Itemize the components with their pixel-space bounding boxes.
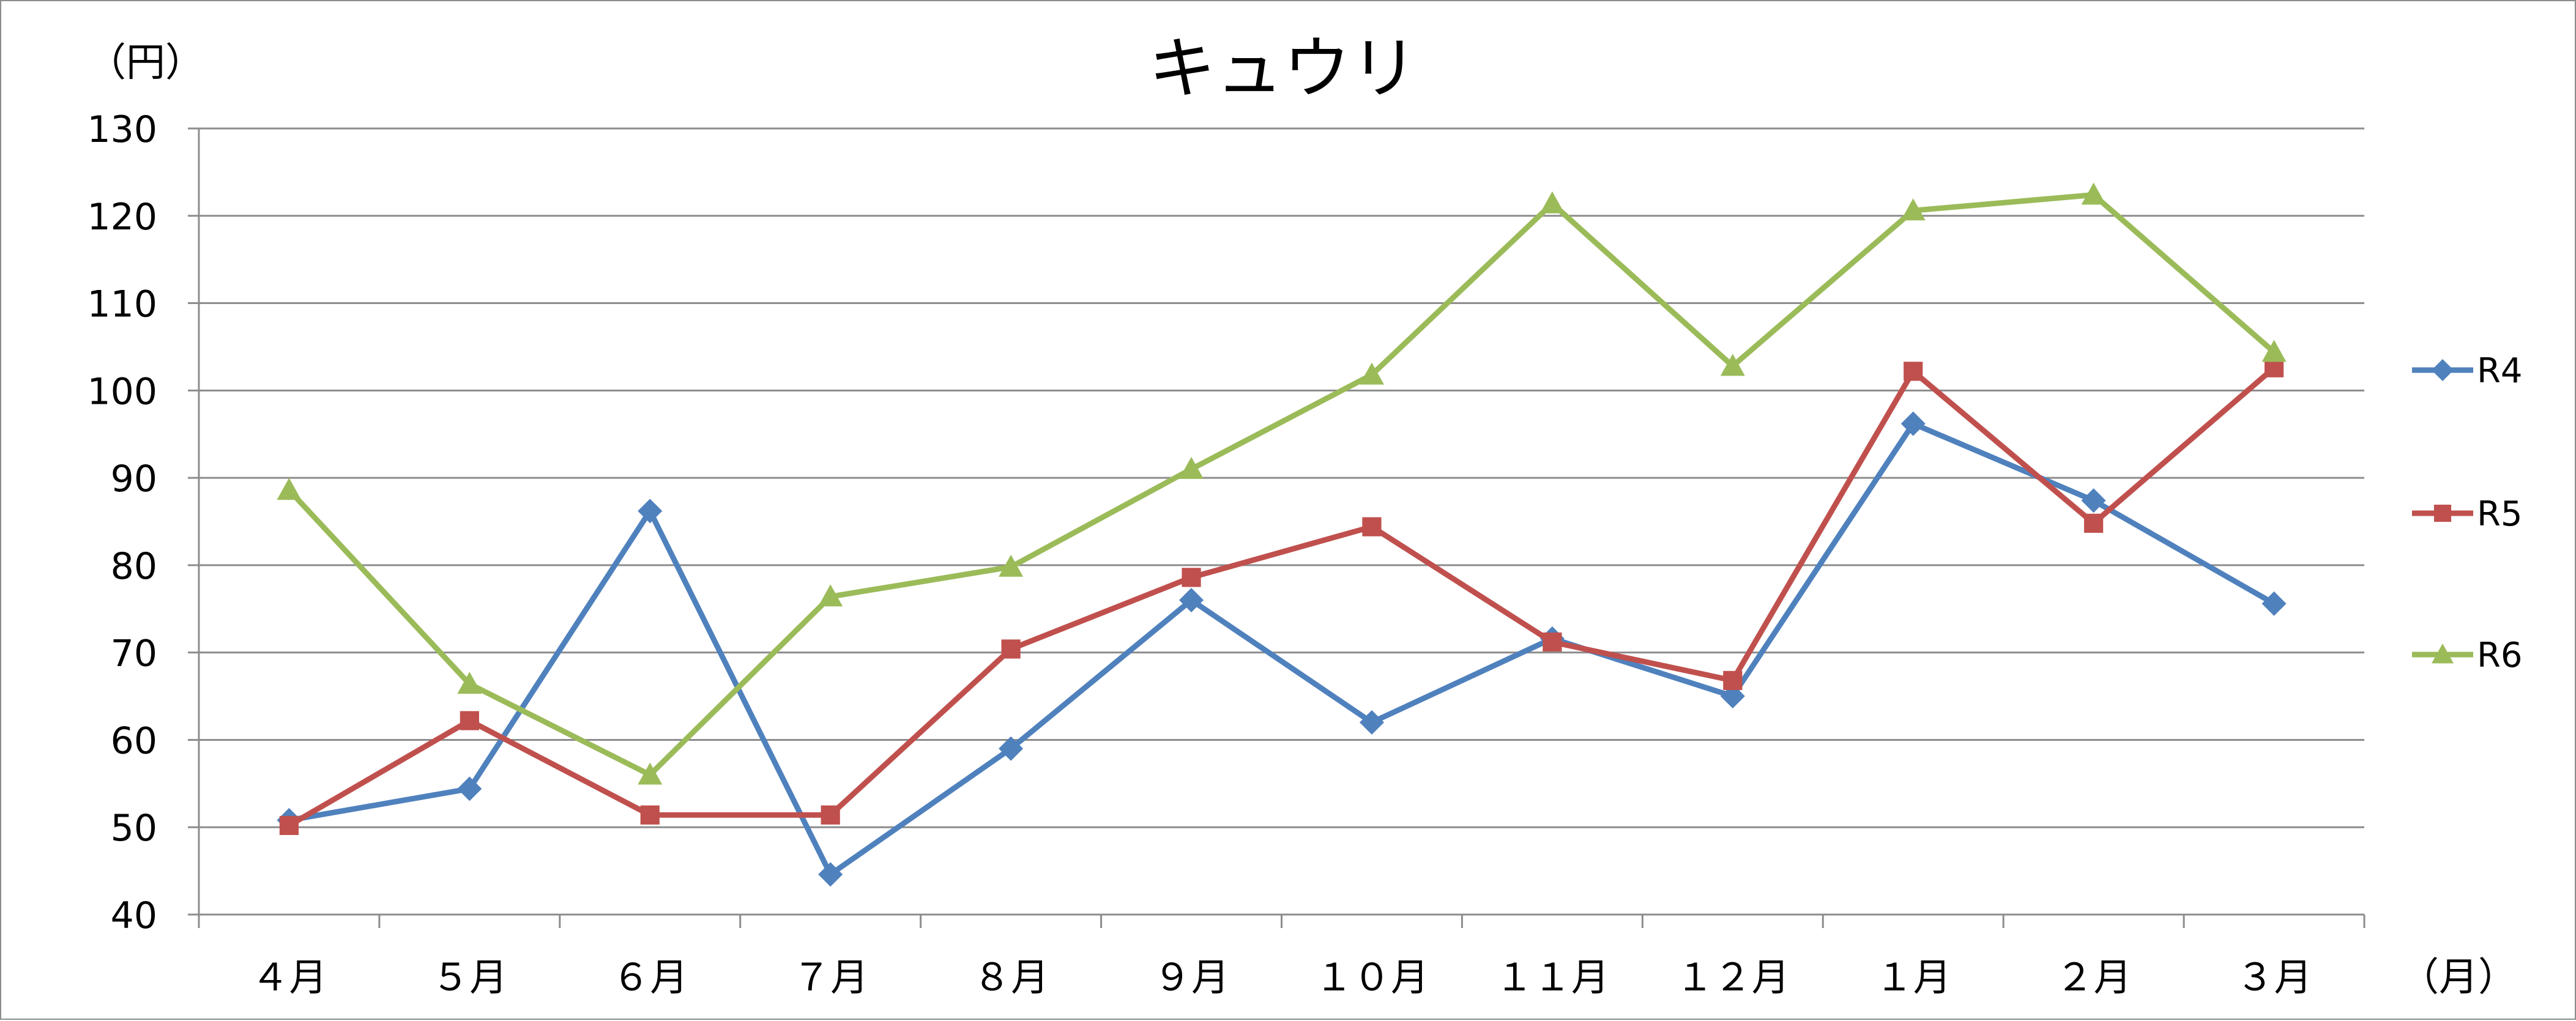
- chart-title: キュウリ: [1148, 29, 1418, 108]
- data-point-r4: [457, 776, 482, 801]
- x-tick-label: ７月: [792, 955, 868, 1000]
- series-lines: [277, 182, 2287, 887]
- x-tick-label: １１月: [1495, 955, 1609, 1000]
- data-point-r6: [457, 672, 482, 694]
- series-r4: [277, 411, 2287, 887]
- data-point-r4: [2081, 488, 2106, 513]
- data-point-r4: [1359, 710, 1384, 735]
- data-point-r6: [277, 478, 302, 500]
- data-point-r4: [999, 736, 1024, 761]
- legend-item-r4: R4: [2412, 351, 2523, 391]
- y-tick-label: 130: [87, 108, 157, 151]
- data-point-r6: [999, 554, 1024, 577]
- legend-marker-r4: [2432, 359, 2454, 381]
- x-tick-label: １０月: [1315, 955, 1429, 1000]
- y-axis-unit-label: （円）: [87, 40, 204, 86]
- data-point-r4: [1900, 411, 1926, 436]
- x-tick-label: ８月: [973, 955, 1049, 1000]
- series-r5: [279, 358, 2284, 835]
- x-tick-label: ５月: [431, 955, 507, 1000]
- series-r6: [277, 182, 2287, 785]
- data-point-r4: [2261, 591, 2287, 616]
- x-tick-label: ３月: [2236, 955, 2312, 1000]
- data-point-r4: [1720, 684, 1745, 709]
- data-point-r5: [640, 805, 660, 825]
- data-point-r5: [460, 711, 479, 730]
- y-tick-label: 100: [87, 370, 157, 413]
- legend: R4 R5 R6: [2412, 351, 2523, 675]
- data-point-r5: [2084, 513, 2104, 533]
- y-tick-label: 70: [111, 633, 157, 675]
- data-point-r6: [2081, 182, 2106, 205]
- data-point-r5: [1904, 362, 1923, 381]
- x-tick-label: ２月: [2056, 955, 2132, 1000]
- x-axis-unit-label: （月）: [2400, 955, 2517, 1000]
- x-tick-label: ４月: [251, 955, 327, 1000]
- data-point-r5: [1543, 632, 1562, 652]
- legend-item-r5: R5: [2412, 494, 2523, 534]
- y-tick-label: 90: [111, 458, 157, 500]
- data-point-r5: [1362, 517, 1382, 536]
- y-tick-label: 120: [87, 196, 157, 239]
- x-tick-label: ６月: [612, 955, 688, 1000]
- data-point-r6: [638, 762, 663, 785]
- series-line-r4: [286, 421, 2277, 877]
- x-tick-label: ９月: [1153, 955, 1229, 1000]
- data-point-r6: [1720, 354, 1745, 376]
- data-point-r5: [279, 815, 299, 835]
- data-point-r6: [1539, 191, 1565, 213]
- axes: 40 50 60 70 80 90 100 110 120 130 ４月 ５月 ６月 ７月 ８月 ９月 １０月 １…: [87, 108, 2366, 1000]
- series-line-r6: [286, 192, 2277, 778]
- legend-marker-r6: [2432, 644, 2454, 664]
- data-point-r5: [1001, 639, 1021, 659]
- legend-label-r6: R6: [2477, 636, 2523, 675]
- x-tick-label: １月: [1875, 955, 1951, 1000]
- legend-label-r5: R5: [2477, 494, 2523, 534]
- data-point-r5: [1723, 670, 1743, 690]
- series-line-r5: [286, 365, 2277, 828]
- data-point-r6: [1179, 456, 1204, 479]
- y-tick-label: 50: [111, 807, 157, 850]
- data-point-r4: [638, 499, 663, 524]
- data-point-r4: [818, 862, 843, 887]
- data-point-r6: [818, 584, 843, 607]
- y-tick-label: 60: [111, 719, 157, 762]
- data-point-r4: [1179, 588, 1204, 612]
- y-tick-label: 110: [87, 283, 157, 326]
- data-point-r6: [1900, 198, 1926, 221]
- data-point-r6: [1359, 362, 1384, 385]
- data-point-r5: [821, 805, 840, 825]
- legend-label-r4: R4: [2477, 351, 2523, 391]
- y-tick-label: 80: [111, 545, 157, 588]
- x-tick-label: １２月: [1676, 955, 1790, 1000]
- legend-item-r6: R6: [2412, 636, 2523, 675]
- y-tick-label: 40: [111, 894, 157, 937]
- data-point-r6: [2261, 340, 2287, 362]
- legend-marker-r5: [2433, 504, 2452, 522]
- data-point-r5: [1182, 568, 1201, 587]
